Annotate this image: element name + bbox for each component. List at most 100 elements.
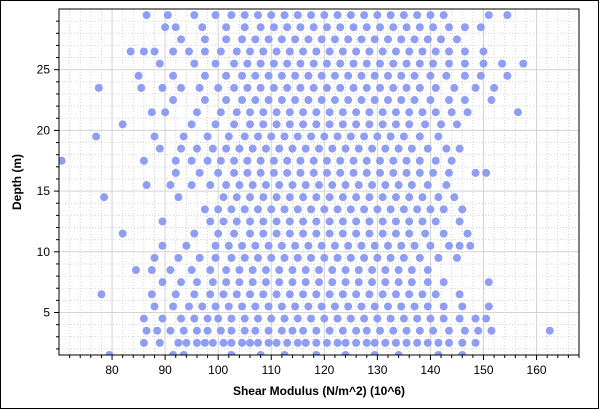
- data-point: [246, 338, 255, 347]
- data-point: [240, 253, 249, 262]
- data-point: [312, 351, 321, 355]
- data-point: [253, 314, 262, 323]
- data-point: [232, 193, 241, 202]
- data-point: [370, 302, 379, 311]
- data-point: [312, 108, 321, 117]
- data-point: [230, 168, 239, 177]
- data-point: [346, 11, 355, 20]
- data-point: [402, 168, 411, 177]
- data-point: [283, 156, 292, 165]
- data-point: [410, 302, 419, 311]
- data-point: [203, 132, 212, 141]
- data-point: [431, 47, 440, 56]
- data-point: [405, 47, 414, 56]
- data-point: [445, 47, 453, 56]
- data-point: [328, 181, 337, 190]
- data-point: [166, 266, 175, 275]
- data-point: [200, 205, 209, 214]
- data-point: [349, 168, 358, 177]
- data-point: [352, 326, 361, 335]
- data-point: [246, 108, 255, 117]
- data-point: [280, 314, 289, 323]
- data-point: [248, 278, 257, 287]
- data-point: [118, 229, 127, 238]
- data-point: [352, 229, 361, 238]
- minor-grid: [59, 9, 580, 355]
- data-point: [232, 108, 241, 117]
- data-point: [336, 59, 345, 68]
- data-point: [253, 205, 262, 214]
- data-point: [269, 23, 278, 32]
- data-point: [484, 302, 493, 311]
- data-point: [92, 132, 101, 141]
- data-point: [259, 290, 268, 299]
- data-point: [373, 205, 382, 214]
- data-point: [248, 144, 257, 153]
- data-point: [370, 351, 379, 355]
- x-tick-label: 90: [158, 363, 172, 377]
- data-point: [277, 71, 286, 80]
- data-point: [277, 326, 286, 335]
- data-point: [192, 338, 201, 347]
- x-tick-label: 100: [208, 363, 228, 377]
- data-point: [283, 23, 292, 32]
- data-point: [137, 83, 146, 92]
- data-point: [256, 351, 265, 355]
- data-point: [307, 132, 316, 141]
- data-point: [386, 253, 395, 262]
- data-point: [360, 205, 369, 214]
- data-point: [272, 229, 281, 238]
- data-point: [354, 278, 363, 287]
- data-point: [153, 326, 162, 335]
- data-point: [190, 59, 199, 68]
- data-point: [402, 326, 411, 335]
- data-point: [259, 47, 268, 56]
- data-point: [344, 96, 353, 105]
- data-point: [158, 314, 167, 323]
- data-point: [238, 302, 247, 311]
- data-point: [296, 168, 305, 177]
- data-point: [267, 205, 276, 214]
- data-point: [293, 132, 302, 141]
- data-point: [256, 83, 265, 92]
- data-point: [190, 314, 199, 323]
- data-point: [386, 314, 395, 323]
- data-point: [325, 229, 334, 238]
- data-point: [227, 326, 236, 335]
- data-point: [240, 132, 249, 141]
- data-point: [360, 11, 369, 20]
- data-point: [179, 132, 188, 141]
- data-point: [222, 266, 231, 275]
- data-point: [293, 205, 302, 214]
- data-point: [484, 278, 493, 287]
- data-point: [391, 217, 400, 226]
- data-point: [362, 83, 371, 92]
- data-point: [246, 217, 255, 226]
- data-point: [437, 120, 446, 129]
- data-point: [211, 120, 220, 129]
- data-point: [309, 168, 318, 177]
- data-point: [155, 338, 164, 347]
- data-point: [397, 302, 406, 311]
- data-point: [325, 120, 334, 129]
- y-tick-label: 10: [37, 245, 51, 259]
- data-point: [309, 59, 318, 68]
- data-point: [208, 338, 217, 347]
- data-point: [195, 83, 204, 92]
- data-point: [277, 241, 286, 250]
- data-point: [325, 290, 334, 299]
- data-point: [275, 144, 284, 153]
- data-point: [389, 23, 398, 32]
- data-point: [452, 120, 461, 129]
- data-point: [360, 132, 369, 141]
- data-point: [498, 59, 507, 68]
- data-point: [147, 108, 156, 117]
- data-point: [288, 266, 297, 275]
- data-point: [405, 193, 414, 202]
- data-point: [397, 241, 406, 250]
- data-point: [442, 144, 451, 153]
- data-point: [383, 35, 392, 44]
- data-point: [293, 338, 302, 347]
- data-point: [394, 144, 403, 153]
